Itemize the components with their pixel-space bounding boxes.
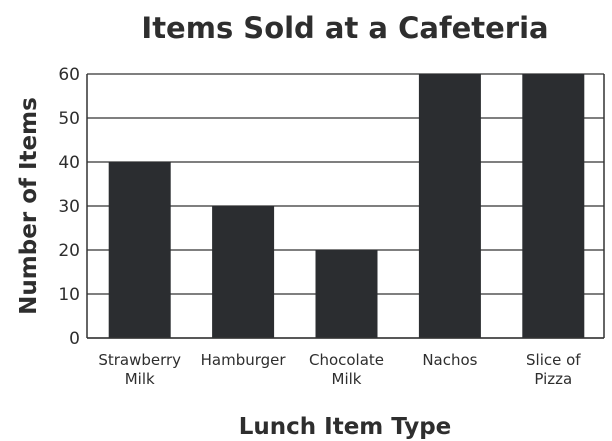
y-tick-label: 0 — [69, 329, 80, 349]
x-axis-title: Lunch Item Type — [239, 414, 452, 440]
bar-2 — [212, 206, 275, 338]
x-category-label: Milk — [125, 370, 155, 388]
y-tick-labels: 0 10 20 30 40 50 60 — [58, 65, 80, 349]
y-tick-label: 30 — [58, 197, 80, 217]
x-category-label: Slice of — [526, 351, 581, 369]
x-category-label: Milk — [332, 370, 362, 388]
bar-1 — [108, 162, 171, 338]
x-category-label: Nachos — [422, 351, 477, 369]
y-tick-label: 50 — [58, 109, 80, 129]
y-tick-label: 60 — [58, 65, 80, 85]
x-category-label: Strawberry — [98, 351, 181, 369]
bars — [108, 74, 585, 338]
axes — [86, 74, 605, 339]
y-tick-label: 20 — [58, 241, 80, 261]
y-axis-title: Number of Items — [16, 97, 42, 315]
x-category-label: Pizza — [534, 370, 572, 388]
y-tick-label: 10 — [58, 285, 80, 305]
x-category-label: Chocolate — [309, 351, 384, 369]
y-tick-label: 40 — [58, 153, 80, 173]
bar-5 — [522, 74, 585, 338]
bar-4 — [418, 74, 481, 338]
bar-3 — [315, 250, 378, 338]
x-category-label: Hamburger — [201, 351, 287, 369]
chart-title: Items Sold at a Cafeteria — [141, 11, 548, 45]
